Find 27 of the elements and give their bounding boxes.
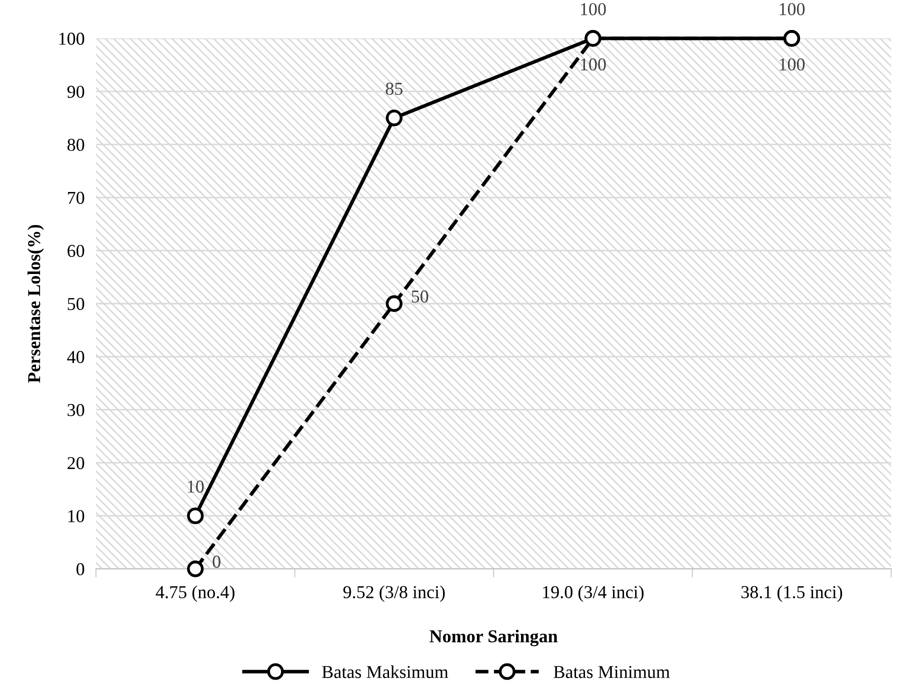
- data-label: 100: [581, 3, 606, 16]
- data-label: 10: [188, 480, 204, 493]
- data-label: 100: [581, 58, 606, 71]
- y-tick-label: 90: [67, 86, 84, 98]
- x-tick-label: 19.0 (3/4 inci): [543, 586, 644, 602]
- data-label: 0: [212, 556, 220, 568]
- y-tick-label: 20: [68, 457, 84, 470]
- x-tick-label: 38.1 (1.5 inci): [741, 586, 842, 602]
- legend-label: Batas Maksimum: [322, 665, 448, 678]
- y-tick-label: 10: [68, 510, 84, 522]
- y-tick-label: 50: [68, 298, 84, 310]
- x-tick-label: 9.52 (3/8 inci): [343, 586, 445, 602]
- y-tick-label: 40: [67, 350, 84, 364]
- data-label: 100: [780, 58, 805, 71]
- data-label: 50: [412, 290, 428, 303]
- y-tick-label: 70: [68, 192, 84, 204]
- x-tick-label: 4.75 (no.4): [156, 586, 234, 602]
- x-axis-title: Nomor Saringan: [430, 630, 558, 646]
- legend-label: Batas Minimum: [554, 666, 670, 678]
- y-tick-label: 60: [68, 244, 84, 258]
- y-axis-title: Persentase Lolos(%): [28, 224, 44, 383]
- y-tick-label: 30: [68, 404, 84, 416]
- data-label: 100: [780, 3, 805, 16]
- y-tick-label: 100: [59, 32, 84, 45]
- data-label: 85: [386, 82, 402, 95]
- y-tick-label: 80: [67, 138, 84, 151]
- y-tick-label: 0: [76, 563, 84, 576]
